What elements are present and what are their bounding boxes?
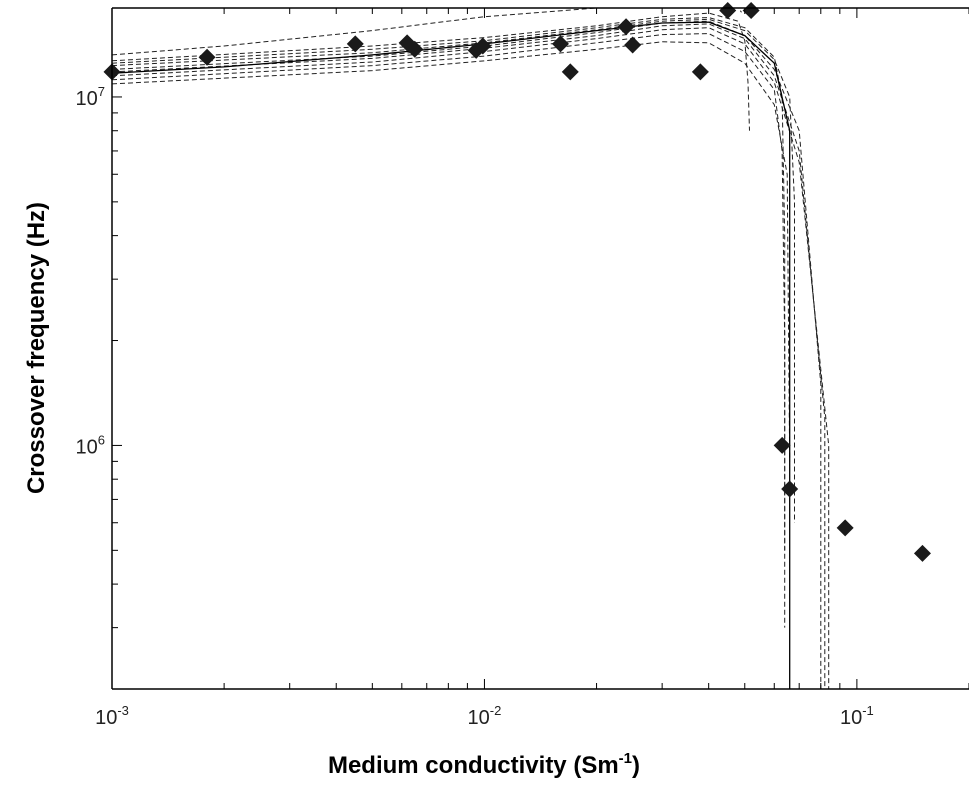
y-tick-label-exponent: 6: [98, 432, 105, 447]
x-tick-label-exponent: -2: [490, 703, 502, 718]
points-layer: [103, 2, 931, 562]
y-tick-label-base: 10: [76, 88, 98, 110]
uncertainty-line-7: [111, 27, 830, 689]
x-axis-title-end: ): [632, 752, 640, 779]
x-axis-title-superscript: -1: [619, 750, 632, 767]
x-tick-label-base: 10: [95, 707, 117, 729]
curves-layer: [111, 7, 830, 689]
uncertainty-line-5: [111, 20, 822, 689]
x-tick-label-exponent: -3: [117, 703, 129, 718]
x-tick-label: 10-3: [95, 703, 129, 729]
data-point-15: [773, 436, 791, 454]
uncertainty-line-9: [111, 41, 791, 462]
data-point-13: [719, 2, 737, 20]
data-point-16: [781, 480, 799, 498]
ticks-layer: [111, 8, 969, 690]
data-point-11: [624, 36, 642, 54]
uncertainty-line-3: [111, 16, 786, 551]
y-tick-label-base: 10: [76, 436, 98, 458]
fit-line: [111, 21, 791, 689]
uncertainty-line-8: [111, 33, 786, 628]
x-tick-label-exponent: -1: [862, 703, 874, 718]
x-tick-label-base: 10: [840, 707, 862, 729]
uncertainty-line-2: [111, 12, 750, 131]
data-point-7: [474, 37, 492, 55]
data-point-8: [551, 35, 569, 53]
x-tick-label: 10-2: [468, 703, 502, 729]
uncertainty-line-4: [111, 18, 795, 523]
x-tick-label-base: 10: [468, 707, 490, 729]
data-point-10: [617, 18, 635, 36]
x-axis-title: Medium conductivity (Sm-1): [328, 750, 640, 779]
y-axis-title: Crossover frequency (Hz): [23, 202, 50, 494]
data-point-14: [742, 2, 760, 20]
x-tick-label: 10-1: [840, 703, 874, 729]
data-point-2: [198, 48, 216, 66]
data-point-9: [561, 63, 579, 81]
data-point-3: [346, 35, 364, 53]
data-point-12: [691, 63, 709, 81]
x-axis-title-text: Medium conductivity (Sm: [328, 752, 619, 779]
y-tick-label: 106: [76, 432, 105, 458]
plot-area: [112, 8, 969, 689]
y-tick-label: 107: [76, 84, 105, 110]
y-tick-label-exponent: 7: [98, 84, 105, 99]
data-point-17: [836, 519, 854, 537]
data-point-18: [913, 544, 931, 562]
data-point-5: [406, 40, 424, 58]
